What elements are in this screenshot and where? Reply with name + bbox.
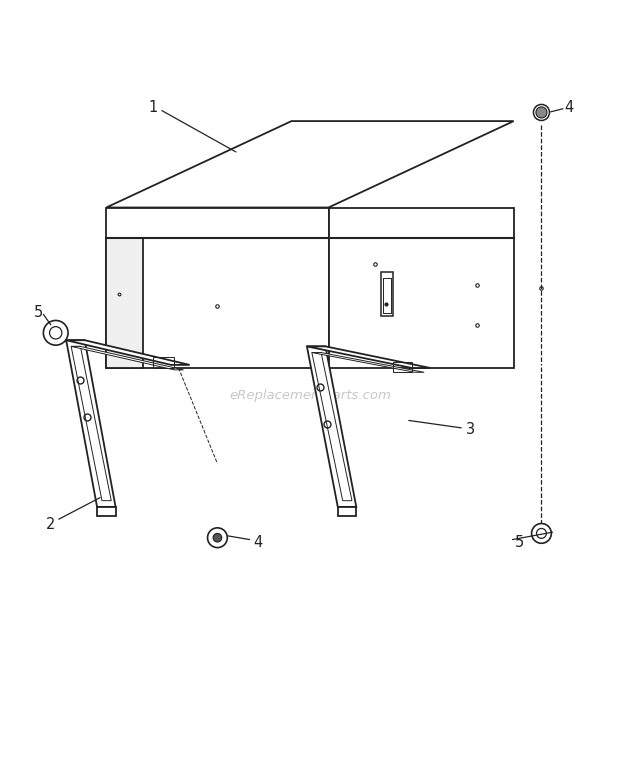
Polygon shape bbox=[307, 346, 430, 368]
Polygon shape bbox=[106, 238, 143, 368]
Polygon shape bbox=[106, 121, 514, 207]
Text: 2: 2 bbox=[46, 516, 55, 532]
Polygon shape bbox=[97, 507, 115, 516]
Bar bbox=[153, 357, 174, 368]
Circle shape bbox=[536, 107, 547, 118]
Text: 1: 1 bbox=[148, 100, 157, 115]
Polygon shape bbox=[312, 352, 424, 373]
Text: 4: 4 bbox=[565, 100, 574, 115]
Polygon shape bbox=[381, 272, 393, 315]
Circle shape bbox=[43, 321, 68, 346]
Polygon shape bbox=[106, 207, 329, 238]
Polygon shape bbox=[66, 340, 190, 365]
Circle shape bbox=[531, 523, 551, 543]
Circle shape bbox=[213, 533, 222, 542]
Text: 5: 5 bbox=[515, 535, 525, 550]
Bar bbox=[393, 363, 412, 372]
Polygon shape bbox=[338, 507, 356, 516]
Polygon shape bbox=[329, 238, 514, 368]
Text: eReplacementParts.com: eReplacementParts.com bbox=[229, 390, 391, 402]
Text: 5: 5 bbox=[34, 305, 43, 320]
Polygon shape bbox=[329, 207, 514, 238]
Polygon shape bbox=[307, 346, 356, 507]
Polygon shape bbox=[71, 346, 184, 369]
Polygon shape bbox=[66, 340, 115, 507]
Polygon shape bbox=[71, 346, 111, 501]
Circle shape bbox=[208, 528, 228, 547]
Polygon shape bbox=[312, 352, 352, 501]
Circle shape bbox=[50, 327, 62, 339]
Circle shape bbox=[536, 529, 546, 538]
Text: 3: 3 bbox=[466, 422, 475, 438]
Circle shape bbox=[533, 104, 549, 121]
Polygon shape bbox=[106, 238, 329, 368]
Text: 4: 4 bbox=[253, 535, 262, 550]
